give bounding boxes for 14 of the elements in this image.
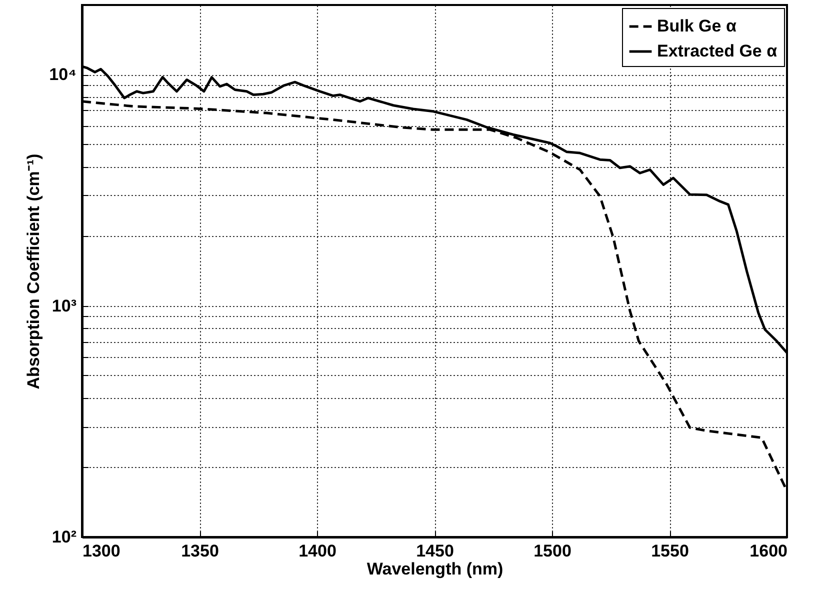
y-tick-label: 10³ [52, 296, 77, 316]
x-tick-label: 1350 [181, 542, 219, 560]
x-axis-title: Wavelength (nm) [366, 560, 504, 578]
legend-label: Extracted Ge α [657, 42, 778, 60]
y-axis-title: Absorption Coefficient (cm⁻¹) [24, 154, 44, 390]
x-tick-label: 1450 [416, 542, 454, 560]
legend-label: Bulk Ge α [657, 16, 737, 36]
y-tick-label: 10² [52, 528, 77, 546]
y-tick-label: 10⁴ [49, 65, 76, 84]
x-tick-label: 1400 [298, 542, 336, 560]
x-tick-label: 1550 [651, 542, 689, 560]
x-tick-label: 1600 [750, 542, 788, 560]
x-tick-label: 1300 [82, 542, 120, 560]
x-tick-label: 1500 [534, 542, 572, 560]
